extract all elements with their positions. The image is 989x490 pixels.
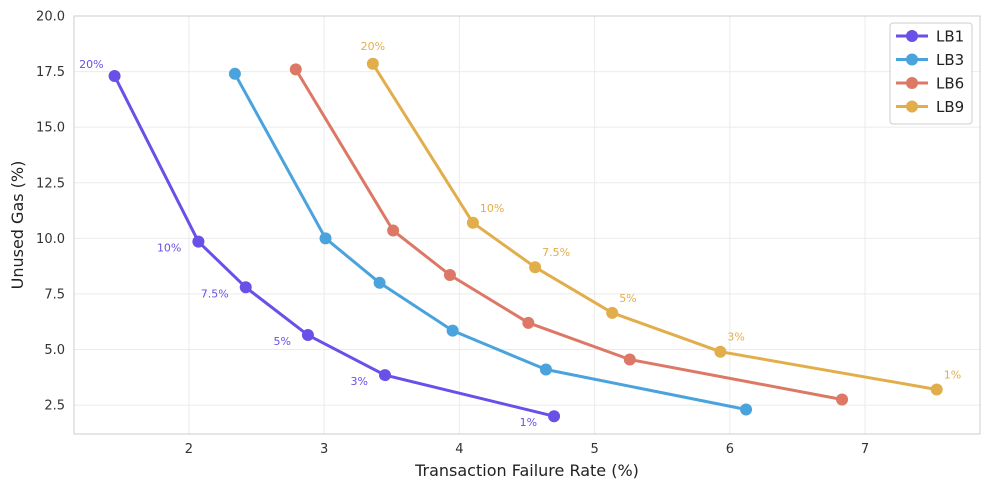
data-point-lb1 [192, 235, 205, 248]
data-point-lb9 [466, 216, 479, 229]
x-axis-ticks: 2 3 4 5 6 7 [185, 442, 869, 457]
x-tick-label: 6 [726, 442, 734, 457]
grid [74, 15, 980, 434]
point-label-lb9: 5% [619, 292, 636, 305]
x-tick-label: 5 [590, 442, 598, 457]
series-lb3 [228, 67, 753, 416]
series-line-lb6 [294, 67, 844, 401]
legend-label-lb9: LB9 [936, 98, 964, 116]
y-tick-label: 2.5 [44, 399, 65, 414]
series-line-lb3 [233, 72, 748, 411]
point-label-lb9: 3% [727, 331, 744, 344]
y-axis-label: Unused Gas (%) [8, 161, 27, 290]
legend: LB1 LB3 LB6 LB9 [889, 22, 973, 125]
data-point-lb9 [366, 57, 379, 70]
x-axis-label: Transaction Failure Rate (%) [414, 461, 639, 480]
series-lb6 [289, 63, 849, 406]
point-label-lb1: 7.5% [201, 287, 229, 300]
data-point-lb6 [443, 269, 456, 282]
y-tick-label: 7.5 [44, 287, 65, 302]
point-label-lb9: 7.5% [542, 246, 570, 259]
legend-swatch-marker-lb9 [906, 100, 918, 113]
data-point-lb1 [379, 369, 392, 382]
y-tick-label: 10.0 [36, 232, 65, 247]
point-label-lb1: 1% [520, 416, 537, 429]
legend-swatch-marker-lb6 [906, 77, 918, 89]
data-point-lb1 [301, 329, 314, 342]
legend-label-lb3: LB3 [936, 51, 964, 69]
data-point-lb6 [522, 316, 535, 329]
data-point-lb9 [930, 383, 943, 396]
data-point-lb1 [108, 70, 121, 83]
series-lb1 [108, 70, 561, 423]
y-tick-label: 20.0 [36, 10, 65, 25]
point-label-lb9: 1% [944, 369, 961, 382]
data-point-lb3 [228, 67, 241, 80]
series-layer [108, 57, 943, 423]
data-point-lb6 [387, 224, 400, 237]
legend-label-lb6: LB6 [936, 75, 964, 93]
data-point-lb3 [373, 276, 386, 289]
data-point-lb1 [548, 410, 561, 423]
y-tick-label: 15.0 [36, 121, 65, 136]
x-tick-label: 3 [320, 442, 328, 457]
data-point-lb9 [606, 306, 619, 319]
point-label-lb1: 5% [273, 335, 290, 348]
point-label-lb1: 3% [351, 375, 368, 388]
x-tick-label: 7 [861, 442, 869, 457]
y-axis-ticks: 2.5 5.0 7.5 10.0 12.5 15.0 17.5 20.0 [36, 10, 65, 414]
series-line-lb9 [371, 62, 939, 391]
data-point-lb3 [740, 403, 753, 416]
series-line-lb1 [113, 74, 556, 418]
data-point-lb3 [319, 232, 332, 245]
point-label-lb9: 20% [361, 40, 385, 53]
x-tick-label: 4 [455, 442, 463, 457]
annotation-layer: 20% 10% 7.5% 5% 3% 1% 20% 10% 7.5% 5% 3% 1% [79, 40, 961, 429]
data-point-lb9 [714, 345, 727, 358]
y-tick-label: 17.5 [36, 65, 65, 80]
point-label-lb1: 20% [79, 58, 103, 71]
data-point-lb1 [239, 281, 252, 294]
data-point-lb6 [623, 353, 636, 366]
point-label-lb9: 10% [480, 202, 504, 215]
legend-box [889, 22, 973, 125]
plot-area [73, 15, 981, 435]
legend-swatch-marker-lb1 [906, 30, 918, 42]
legend-swatch-marker-lb3 [906, 53, 918, 66]
data-point-lb6 [836, 393, 849, 406]
point-label-lb1: 10% [157, 242, 181, 255]
data-point-lb9 [529, 261, 542, 274]
y-tick-label: 12.5 [36, 176, 65, 191]
x-tick-label: 2 [185, 442, 193, 457]
data-point-lb3 [446, 324, 459, 337]
legend-label-lb1: LB1 [936, 28, 964, 46]
data-point-lb6 [289, 63, 302, 76]
series-lb9 [366, 57, 943, 396]
data-point-lb3 [539, 363, 552, 376]
y-tick-label: 5.0 [44, 343, 65, 358]
